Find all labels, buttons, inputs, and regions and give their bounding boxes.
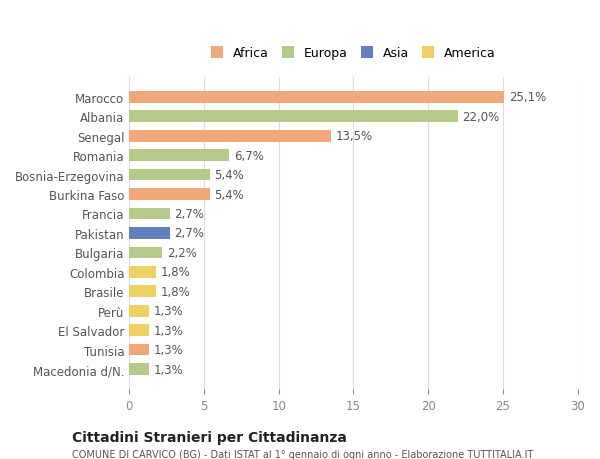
Bar bbox=[130, 131, 331, 142]
Text: 2,2%: 2,2% bbox=[167, 246, 197, 259]
Bar bbox=[130, 286, 156, 297]
Text: 22,0%: 22,0% bbox=[463, 111, 500, 123]
Text: 1,3%: 1,3% bbox=[153, 343, 183, 356]
Bar bbox=[130, 228, 170, 239]
Text: 5,4%: 5,4% bbox=[215, 188, 244, 201]
Bar bbox=[130, 150, 229, 162]
Text: 1,3%: 1,3% bbox=[153, 305, 183, 318]
Bar bbox=[130, 169, 210, 181]
Bar bbox=[130, 266, 156, 278]
Bar bbox=[130, 344, 149, 356]
Bar bbox=[130, 208, 170, 220]
Bar bbox=[130, 305, 149, 317]
Text: 1,3%: 1,3% bbox=[153, 363, 183, 376]
Legend: Africa, Europa, Asia, America: Africa, Europa, Asia, America bbox=[207, 43, 500, 64]
Text: COMUNE DI CARVICO (BG) - Dati ISTAT al 1° gennaio di ogni anno - Elaborazione TU: COMUNE DI CARVICO (BG) - Dati ISTAT al 1… bbox=[72, 449, 533, 459]
Text: 2,7%: 2,7% bbox=[174, 207, 204, 220]
Bar bbox=[130, 325, 149, 336]
Bar bbox=[130, 189, 210, 201]
Bar bbox=[130, 247, 162, 259]
Text: 13,5%: 13,5% bbox=[335, 130, 373, 143]
Text: 1,8%: 1,8% bbox=[161, 285, 190, 298]
Bar bbox=[130, 92, 505, 103]
Text: 5,4%: 5,4% bbox=[215, 169, 244, 182]
Bar bbox=[130, 111, 458, 123]
Text: 1,3%: 1,3% bbox=[153, 324, 183, 337]
Bar bbox=[130, 364, 149, 375]
Text: 6,7%: 6,7% bbox=[234, 149, 264, 162]
Text: 25,1%: 25,1% bbox=[509, 91, 546, 104]
Text: 2,7%: 2,7% bbox=[174, 227, 204, 240]
Text: 1,8%: 1,8% bbox=[161, 266, 190, 279]
Text: Cittadini Stranieri per Cittadinanza: Cittadini Stranieri per Cittadinanza bbox=[72, 430, 347, 444]
